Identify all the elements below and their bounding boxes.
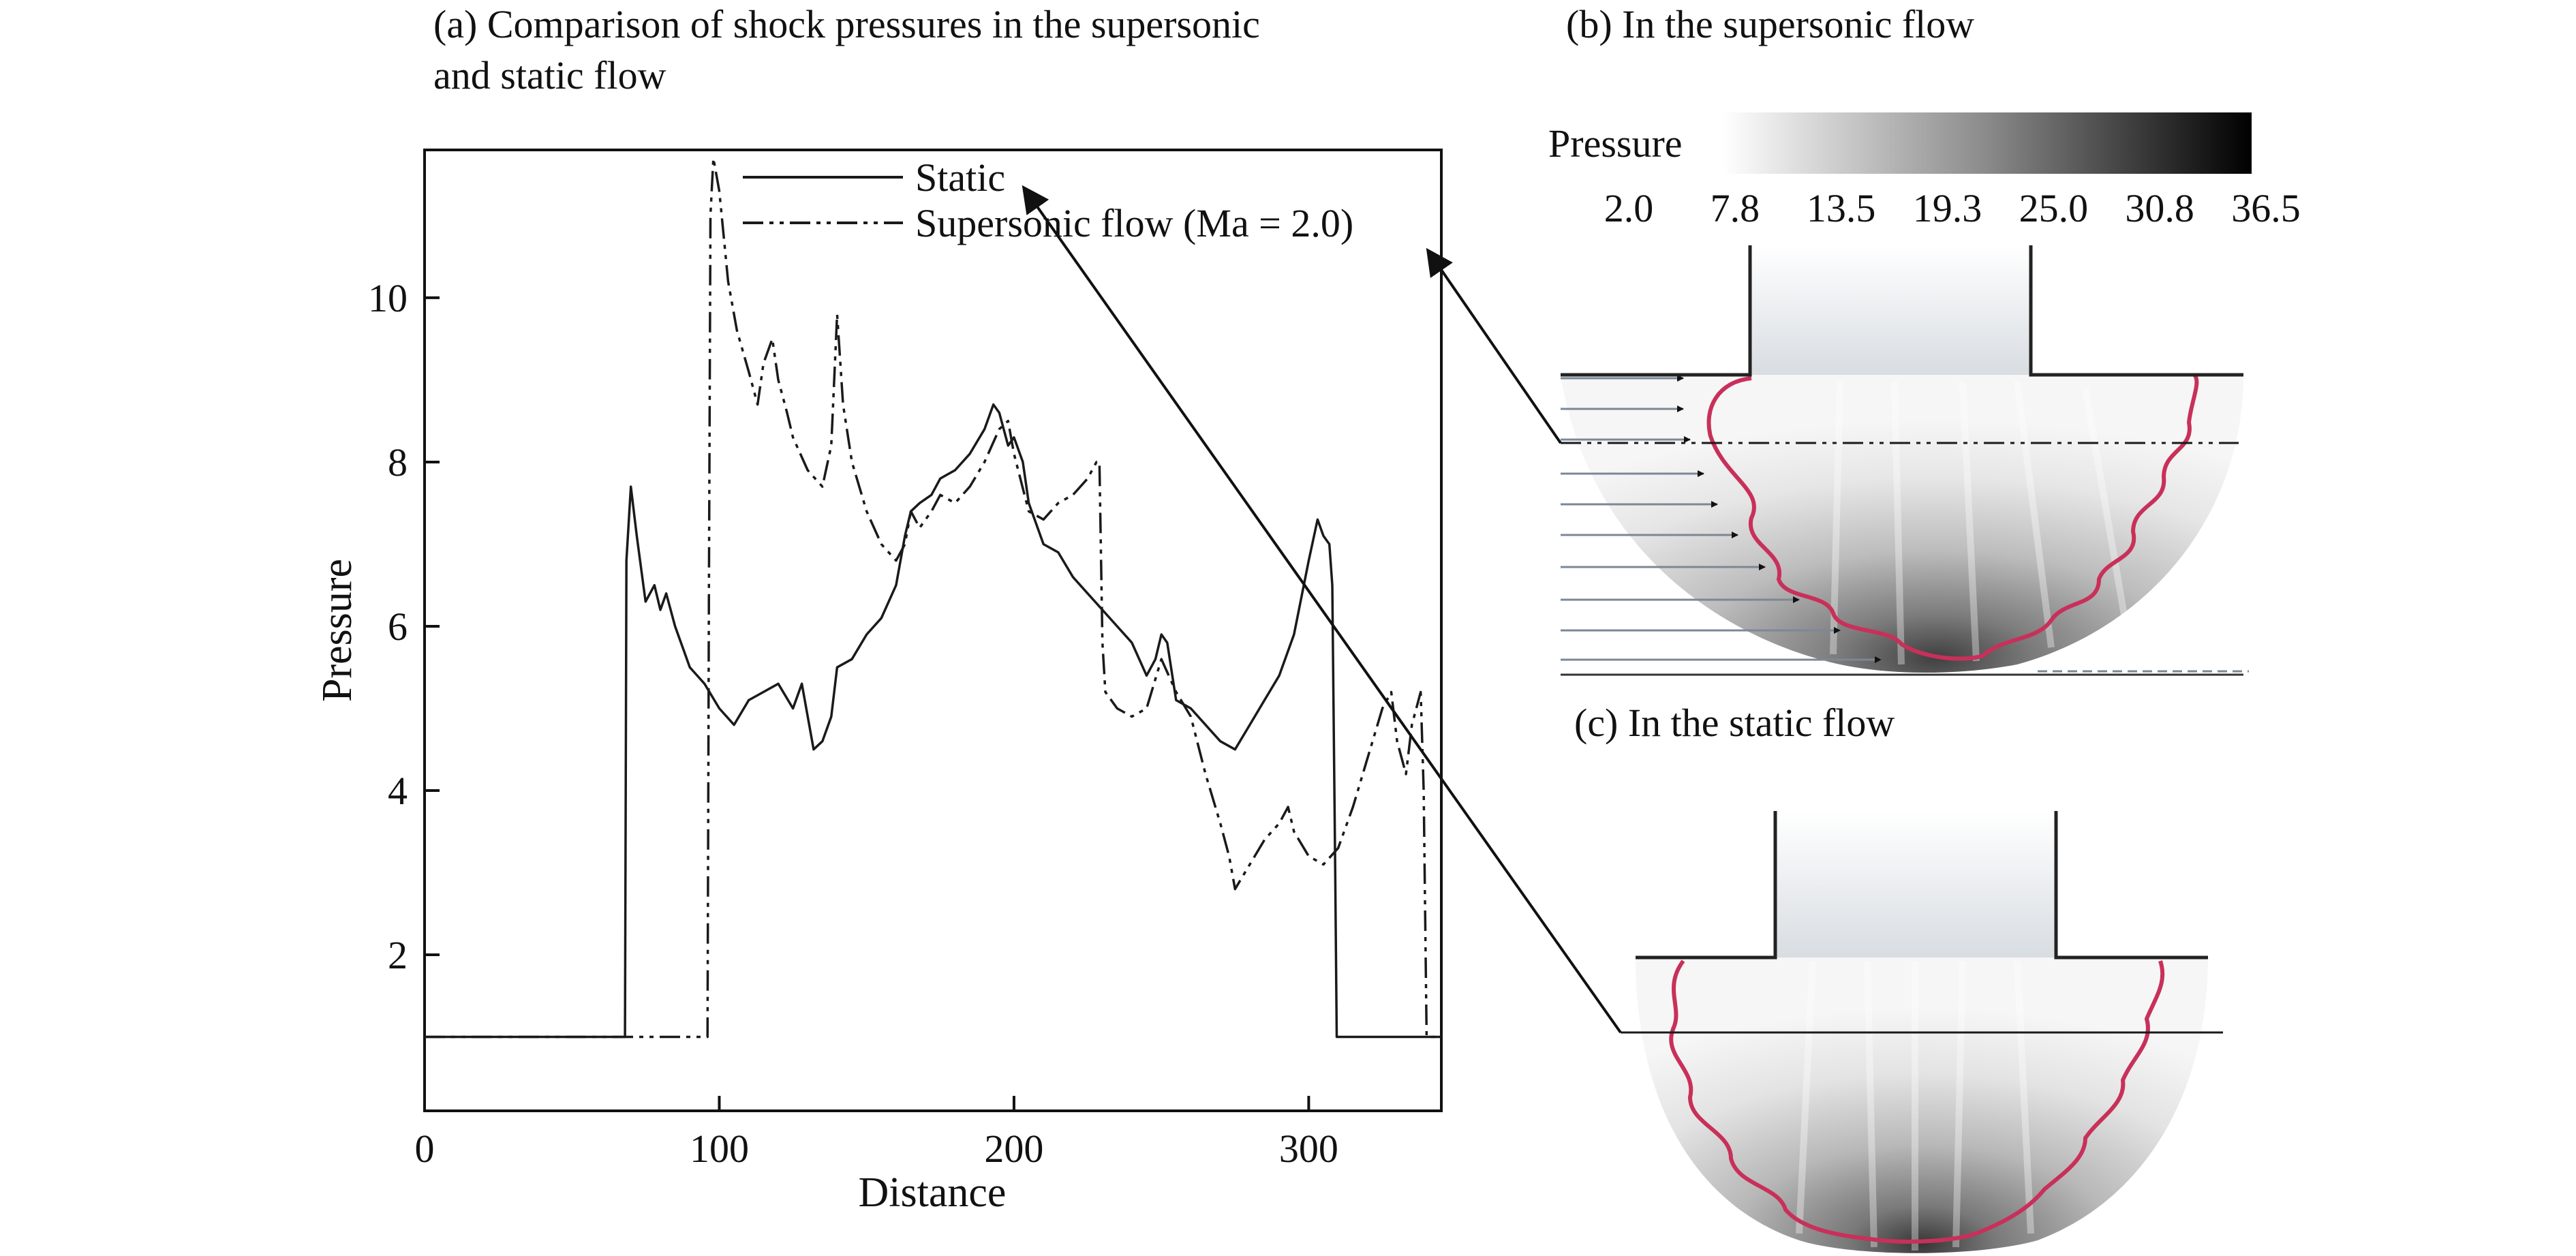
colorbar-gradient — [1723, 112, 2252, 174]
x-tick-label: 200 — [984, 1127, 1043, 1171]
x-axis-label: Distance — [859, 1169, 1007, 1216]
y-tick-label: 4 — [388, 769, 408, 813]
nozzle-b-walls — [1561, 245, 2243, 377]
panel-a-title-line1: (a) Comparison of shock pressures in the… — [433, 2, 1260, 46]
colorbar-tick-label: 7.8 — [1711, 186, 1760, 230]
legend: Static Supersonic flow (Ma = 2.0) — [743, 155, 1353, 245]
shock-front-c — [1669, 960, 2165, 1244]
y-tick-label: 10 — [368, 276, 408, 320]
colorbar-tick-label: 36.5 — [2231, 186, 2301, 230]
legend-label-supersonic-text: Supersonic flow (Ma = 2.0) — [915, 201, 1353, 245]
arrow-static-to-legend — [1022, 185, 1622, 1034]
pressure-streaks-c — [1796, 960, 2034, 1251]
series-layer — [425, 157, 1441, 1039]
x-tick-label: 0 — [415, 1127, 435, 1171]
series-line-supersonic — [425, 157, 1441, 1039]
pressure-field-b — [1561, 375, 2243, 673]
panel-b-title: (b) In the supersonic flow — [1566, 2, 1974, 46]
y-tick-label: 2 — [388, 933, 408, 977]
series-line-static — [425, 403, 1441, 1039]
colorbar-tick-label: 19.3 — [1913, 186, 1982, 230]
panel-a: (a) Comparison of shock pressures in the… — [314, 2, 1443, 1216]
x-axis-ticks: 0 100 200 300 — [415, 1096, 1338, 1171]
colorbar: Pressure 2.0 7.8 13.5 19.3 25.0 30.8 36.5 — [1548, 112, 2301, 230]
colorbar-tick-label: 30.8 — [2125, 186, 2194, 230]
panel-c-title: (c) In the static flow — [1574, 701, 1895, 745]
colorbar-tick-label: 2.0 — [1604, 186, 1654, 230]
nozzle-c-interior — [1775, 811, 2056, 958]
nozzle-b-interior — [1750, 245, 2031, 375]
nozzle-c-walls — [1636, 811, 2208, 960]
y-axis-label: Pressure — [314, 559, 361, 702]
colorbar-label: Pressure — [1548, 121, 1683, 166]
legend-label-static: Static — [915, 155, 1005, 200]
colorbar-tick-label: 25.0 — [2019, 186, 2089, 230]
shock-front-b — [1706, 373, 2199, 661]
panel-b: (b) In the supersonic flow — [1561, 2, 2249, 676]
y-axis-ticks: 2 4 6 8 10 — [368, 276, 440, 977]
y-tick-label: 6 — [388, 604, 408, 649]
legend-label-supersonic: Supersonic flow (Ma = 2.0) — [915, 201, 1353, 245]
panel-a-title-line2: and static flow — [433, 53, 666, 97]
colorbar-tick-label: 13.5 — [1807, 186, 1876, 230]
y-tick-label: 8 — [388, 440, 408, 485]
x-tick-label: 300 — [1279, 1127, 1338, 1171]
arrow-supersonic-to-legend — [1426, 247, 1562, 444]
pressure-streaks-b — [1830, 381, 2130, 665]
x-tick-label: 100 — [690, 1127, 749, 1171]
flow-arrows-b — [1561, 375, 2249, 673]
pressure-field-c — [1636, 958, 2208, 1253]
plot-frame — [423, 149, 1443, 1112]
panel-c: (c) In the static flow — [1574, 701, 2223, 1253]
colorbar-ticks: 2.0 7.8 13.5 19.3 25.0 30.8 36.5 — [1604, 186, 2301, 230]
